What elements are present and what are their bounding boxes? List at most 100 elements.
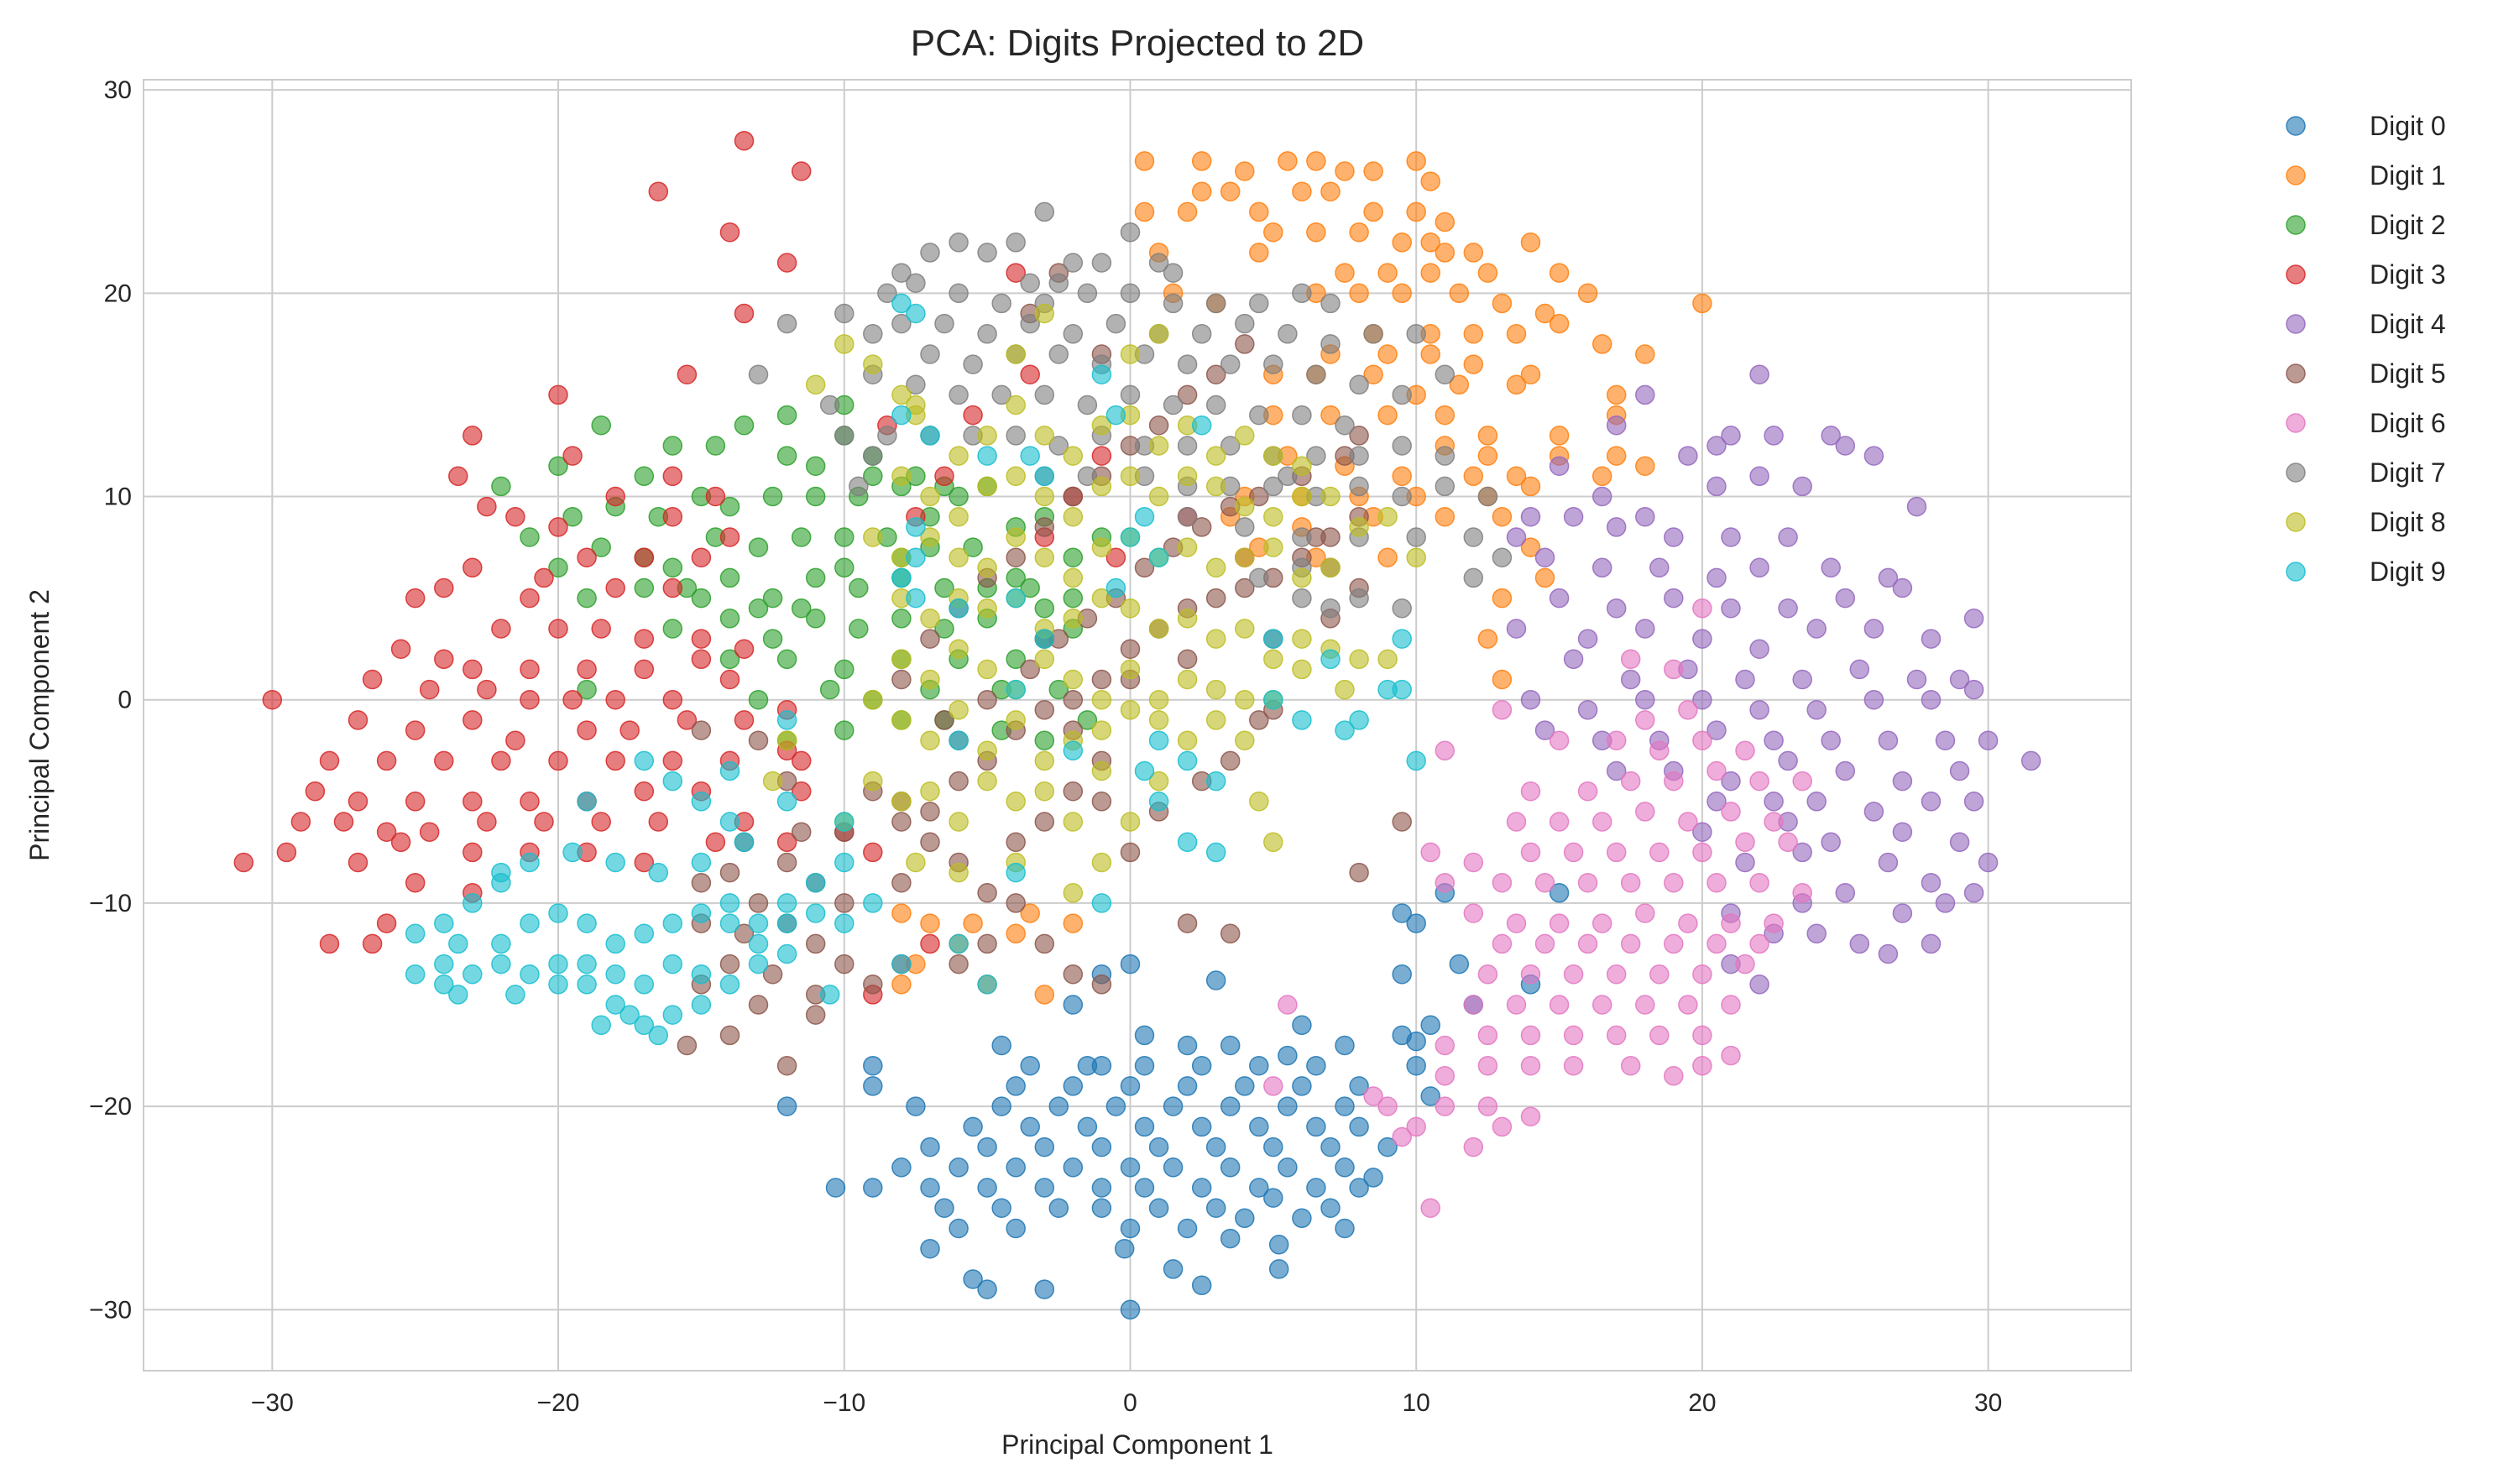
- data-point: [863, 975, 883, 995]
- data-point: [691, 964, 712, 985]
- data-point: [748, 933, 769, 954]
- data-point: [1392, 486, 1412, 507]
- data-point: [1063, 446, 1084, 466]
- data-point: [1921, 689, 1942, 710]
- data-point: [1577, 781, 1598, 802]
- data-point: [1235, 1208, 1255, 1229]
- data-point: [1449, 954, 1470, 975]
- data-point: [1249, 1178, 1269, 1198]
- data-point: [1606, 964, 1627, 985]
- data-point: [1549, 883, 1570, 903]
- data-point: [1492, 872, 1513, 893]
- data-point: [963, 354, 983, 374]
- data-point: [1506, 913, 1527, 933]
- data-point: [1906, 496, 1927, 517]
- data-point: [505, 985, 525, 1005]
- data-point: [1377, 679, 1398, 700]
- data-point: [734, 303, 755, 324]
- data-point: [719, 222, 740, 243]
- data-point: [891, 405, 912, 426]
- data-point: [1134, 1055, 1155, 1076]
- data-point: [977, 476, 997, 497]
- data-point: [1577, 700, 1598, 720]
- data-point: [1492, 700, 1513, 720]
- data-point: [634, 852, 655, 873]
- data-point: [591, 812, 611, 832]
- data-point: [1105, 577, 1126, 598]
- data-point: [477, 496, 497, 517]
- data-point: [920, 730, 940, 750]
- data-point: [949, 730, 969, 750]
- data-point: [1821, 730, 1841, 750]
- data-point: [1235, 619, 1255, 639]
- data-point: [1721, 771, 1741, 792]
- data-point: [1034, 812, 1055, 832]
- data-point: [362, 933, 383, 954]
- data-point: [891, 263, 912, 283]
- data-point: [577, 792, 597, 812]
- x-tick-label: −20: [537, 1389, 580, 1417]
- data-point: [1620, 771, 1641, 792]
- data-point: [719, 975, 740, 995]
- y-tick-label: −20: [89, 1093, 132, 1121]
- data-point: [1449, 374, 1470, 395]
- data-point: [1105, 405, 1126, 426]
- data-point: [1692, 964, 1712, 985]
- data-point: [577, 975, 597, 995]
- data-point: [1721, 802, 1741, 822]
- data-point: [776, 893, 797, 913]
- legend-label: Digit 0: [2370, 111, 2446, 141]
- data-point: [1235, 577, 1255, 598]
- data-point: [1006, 923, 1026, 944]
- data-point: [963, 405, 983, 426]
- data-point: [562, 689, 583, 710]
- data-point: [1463, 324, 1484, 344]
- data-point: [1735, 954, 1755, 975]
- data-point: [1205, 476, 1226, 497]
- data-point: [1549, 730, 1570, 750]
- data-point: [1177, 436, 1198, 456]
- data-point: [1678, 446, 1698, 466]
- data-point: [463, 426, 483, 446]
- data-point: [1034, 781, 1055, 802]
- data-point: [719, 893, 740, 913]
- data-point: [1549, 313, 1570, 334]
- data-point: [605, 995, 625, 1015]
- data-point: [677, 1035, 698, 1056]
- data-point: [719, 496, 740, 517]
- data-point: [1692, 1025, 1712, 1046]
- data-point: [1492, 1116, 1513, 1137]
- data-point: [1120, 1299, 1141, 1320]
- data-point: [1120, 659, 1141, 680]
- data-point: [448, 985, 468, 1005]
- data-point: [1591, 812, 1612, 832]
- data-point: [863, 1076, 883, 1096]
- data-point: [1120, 812, 1141, 832]
- data-point: [1205, 446, 1226, 466]
- data-point: [548, 557, 568, 578]
- data-point: [849, 476, 869, 497]
- data-point: [1377, 649, 1398, 670]
- data-point: [1392, 629, 1412, 649]
- data-point: [1205, 842, 1226, 863]
- data-point: [577, 679, 597, 700]
- data-point: [1520, 476, 1541, 497]
- data-point: [691, 649, 712, 670]
- data-point: [1534, 933, 1555, 954]
- data-point: [1091, 537, 1112, 557]
- data-point: [776, 913, 797, 933]
- legend-label: Digit 3: [2370, 259, 2446, 290]
- data-point: [977, 689, 997, 710]
- data-point: [1177, 609, 1198, 629]
- data-point: [1664, 527, 1684, 547]
- data-point: [1649, 557, 1670, 578]
- data-point: [1077, 710, 1098, 730]
- data-point: [977, 883, 997, 903]
- data-point: [305, 781, 326, 802]
- data-point: [1120, 283, 1141, 304]
- legend-item: Digit 7: [2286, 457, 2446, 488]
- data-point: [691, 588, 712, 609]
- data-point: [1349, 426, 1369, 446]
- data-point: [1477, 486, 1498, 507]
- data-point: [434, 954, 454, 975]
